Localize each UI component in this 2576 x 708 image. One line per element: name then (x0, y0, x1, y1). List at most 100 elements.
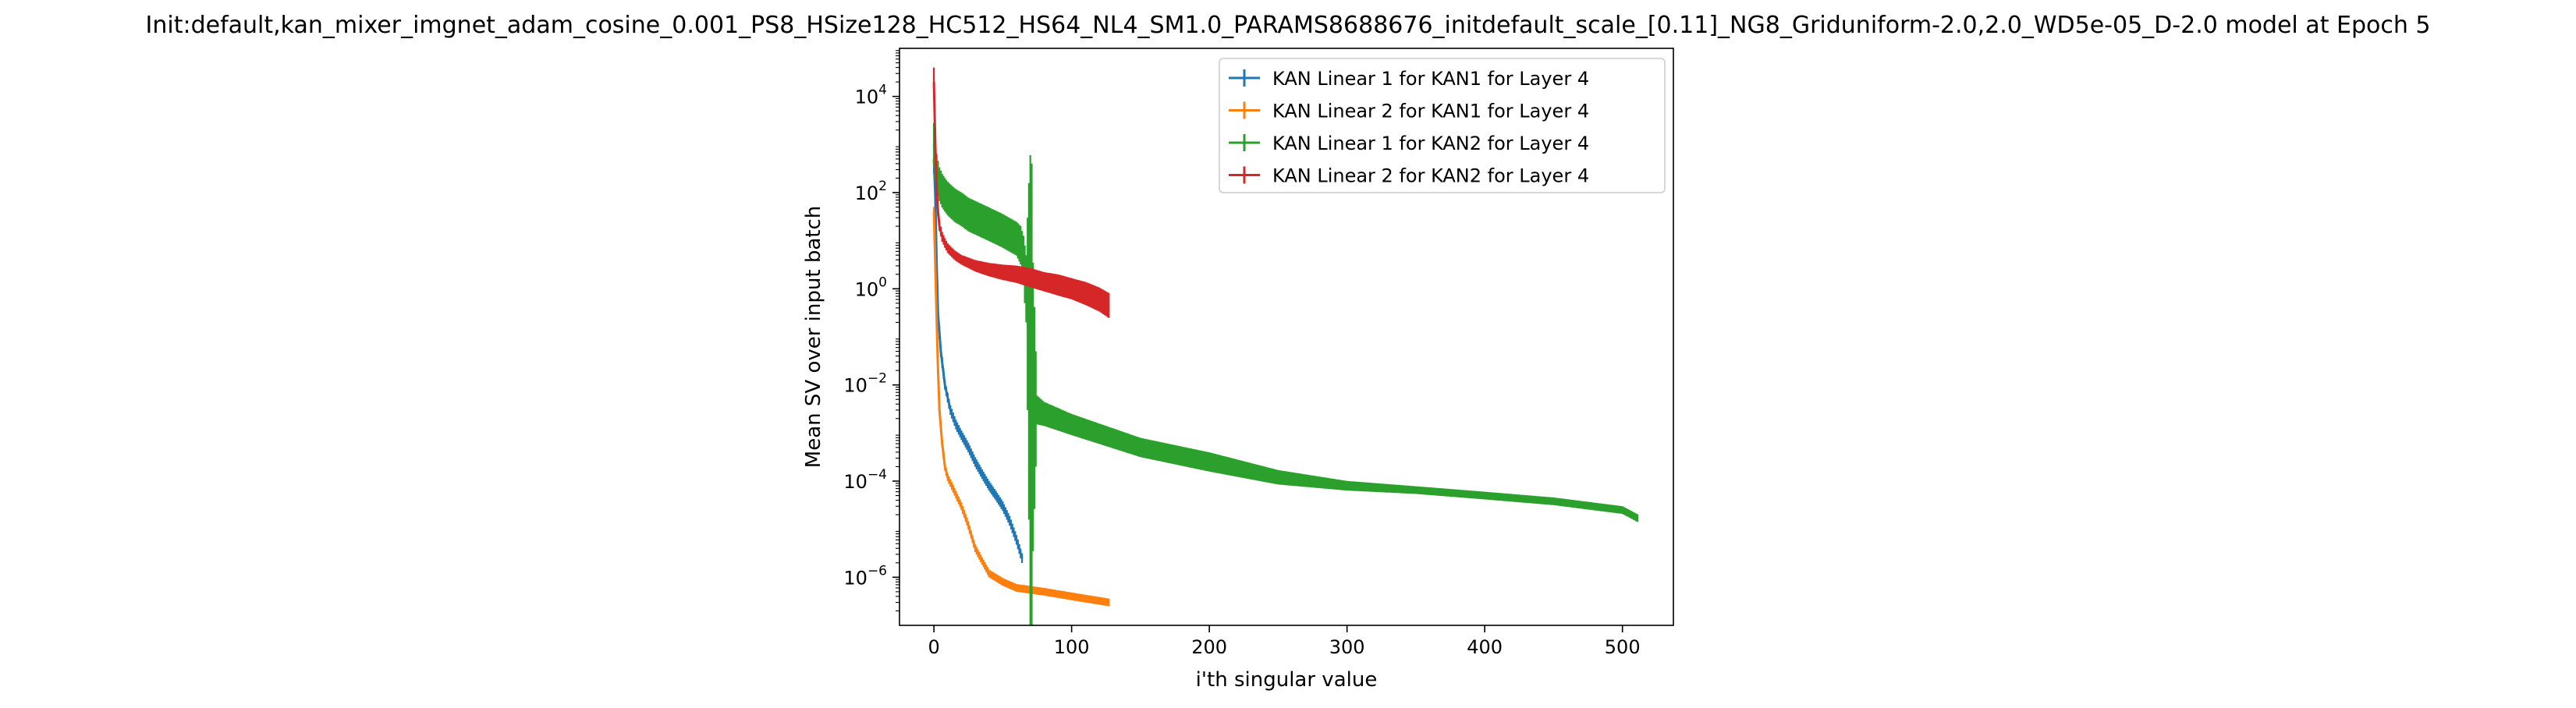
series-2-point (960, 505, 963, 508)
legend-item: KAN Linear 2 for KAN2 for Layer 4 (1229, 165, 1589, 187)
x-axis: 0 100 200 300 400 500 (928, 625, 1641, 658)
series-3-point (1027, 350, 1031, 352)
legend-item: KAN Linear 1 for KAN2 for Layer 4 (1229, 133, 1589, 154)
series-4-point (937, 211, 939, 213)
series-3-point (946, 197, 949, 200)
series-1-point (995, 494, 997, 497)
y-tick-label: 10−2 (843, 371, 887, 397)
series-2-point (1002, 581, 1004, 583)
legend-label: KAN Linear 1 for KAN2 for Layer 4 (1272, 133, 1589, 154)
legend-label: KAN Linear 2 for KAN1 for Layer 4 (1272, 101, 1589, 122)
series-3-point (1346, 484, 1348, 487)
series-1-point (1020, 557, 1024, 559)
y-axis: 10−6 10−4 10−2 100 102 104 (843, 50, 899, 611)
series-2-point (1070, 595, 1073, 598)
series-3-point (1029, 395, 1031, 397)
series-3 (932, 122, 1639, 625)
legend-label: KAN Linear 1 for KAN1 for Layer 4 (1272, 68, 1589, 90)
legend-item: KAN Linear 1 for KAN1 for Layer 4 (1229, 68, 1589, 90)
y-tick-label: 100 (855, 274, 887, 300)
series-3-point (944, 193, 946, 196)
legend: KAN Linear 1 for KAN1 for Layer 4 KAN Lin… (1219, 58, 1666, 193)
legend-box (1219, 58, 1666, 193)
series-2-point (1015, 586, 1018, 589)
series-2-point (988, 572, 990, 575)
series-3-point (1208, 461, 1211, 463)
series-4-point (1108, 304, 1110, 306)
series-1-point (974, 461, 977, 463)
series-4-point (1056, 284, 1059, 286)
x-tick-label: 400 (1467, 636, 1503, 658)
series-2-point (953, 490, 956, 493)
series-2-point (938, 409, 941, 412)
series-4-line (932, 82, 1110, 306)
series-3-line (932, 144, 1638, 519)
series-3-point (938, 182, 941, 186)
series-4-point (1098, 298, 1101, 301)
series-4-point (935, 187, 938, 190)
series-4 (932, 67, 1110, 318)
series-3-point (1020, 244, 1022, 246)
series-1-point (1015, 539, 1018, 541)
series-3-point (1025, 288, 1027, 290)
series-3-point (1483, 494, 1486, 497)
series-4-point (953, 254, 956, 257)
series-2-point (932, 211, 935, 213)
y-tick-label: 10−4 (843, 467, 887, 493)
series-1-point (967, 446, 970, 449)
series-3-point (1277, 476, 1279, 479)
y-tick-label: 10−6 (843, 563, 887, 589)
series-4-point (988, 268, 990, 271)
series-4-point (974, 264, 977, 267)
y-axis-label: Mean SV over input batch (802, 206, 825, 468)
series-4-point (944, 242, 946, 244)
x-axis-label: i'th singular value (1196, 668, 1378, 692)
series-2-point (1108, 601, 1110, 604)
series-4-point (934, 143, 937, 146)
series-2-point (944, 466, 946, 468)
x-tick-label: 200 (1191, 636, 1227, 658)
series-4-point (1015, 273, 1018, 275)
series-1-point (944, 384, 946, 386)
series-2-point (974, 547, 977, 550)
series-3-point (953, 204, 956, 207)
chart-title: Init:default,kan_mixer_imgnet_adam_cosin… (146, 12, 2431, 39)
series-3-point (1636, 517, 1639, 519)
series-4-point (1084, 292, 1087, 295)
series-1-point (955, 423, 957, 426)
series-2-point (934, 264, 937, 267)
series-3-point (1031, 403, 1033, 405)
x-tick-label: 300 (1329, 636, 1365, 658)
series-1-point (981, 473, 984, 476)
series-3-point (941, 189, 943, 192)
series-4-point (941, 235, 943, 238)
series-3-point (1621, 508, 1623, 512)
series-3-point (988, 223, 990, 225)
series-4-point (1043, 281, 1045, 283)
series-1-point (934, 196, 937, 199)
series-3-point (1036, 409, 1038, 412)
series-4-point (938, 225, 941, 228)
series-1-point (949, 409, 952, 412)
series-2-line (932, 211, 1109, 604)
series-3-point (967, 213, 970, 216)
series-4-point (946, 247, 949, 250)
plot-area (932, 67, 1639, 625)
series-2-point (937, 369, 939, 372)
series-2-point (1043, 590, 1045, 593)
series-3-point (1414, 489, 1418, 491)
series-1-point (988, 484, 990, 487)
series-1-point (960, 434, 963, 437)
series-1-point (1002, 505, 1004, 508)
series-4-point (932, 80, 935, 83)
series-3-point (1002, 229, 1004, 232)
series-3-point (1070, 423, 1073, 426)
legend-item: KAN Linear 2 for KAN1 for Layer 4 (1229, 101, 1589, 122)
series-3-point (960, 208, 963, 211)
series-1-line (932, 158, 1024, 559)
x-tick-label: 0 (928, 636, 939, 658)
series-1-point (1009, 519, 1011, 522)
axes-frame (899, 48, 1674, 626)
series-3-point (1139, 446, 1142, 449)
